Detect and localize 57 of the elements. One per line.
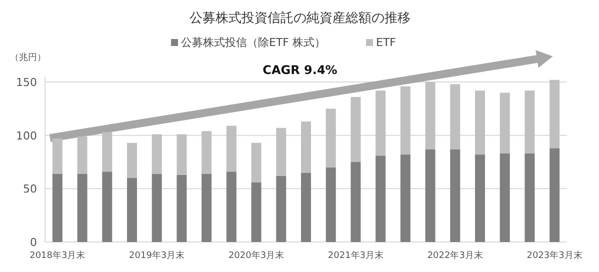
legend-label: 公募株式投信（除ETF 株式）: [181, 36, 326, 49]
x-tick-label: 2019年3月末: [129, 250, 185, 261]
bar: [176, 134, 187, 175]
bar: [450, 84, 460, 150]
bar: [400, 86, 410, 155]
annotation: CAGR 9.4%: [262, 63, 338, 77]
bar: [301, 172, 311, 242]
bar: [550, 148, 560, 242]
bar: [251, 182, 262, 242]
bar: [77, 136, 88, 174]
bar: [152, 174, 162, 242]
bar: [301, 121, 311, 173]
y-tick-label: 100: [16, 129, 37, 142]
bar: [350, 96, 361, 162]
bar: [350, 162, 361, 242]
bar: [500, 153, 510, 242]
x-tick-label: 2022年3月末: [427, 250, 483, 261]
bar: [376, 90, 386, 156]
bar: [52, 174, 62, 242]
bar: [276, 128, 286, 176]
bar: [226, 126, 236, 172]
bar: [550, 80, 560, 148]
legend-label: ETF: [376, 36, 396, 49]
bar: [400, 154, 410, 242]
bar: [226, 172, 236, 242]
bar: [251, 142, 262, 182]
bar: [52, 138, 62, 174]
x-tick-label: 2018年3月末: [30, 250, 86, 261]
chart-title: 公募株式投資信託の純資産総額の推移: [190, 10, 410, 26]
bar: [276, 176, 286, 242]
bar: [102, 172, 112, 242]
bar: [475, 154, 485, 242]
bar: [425, 149, 436, 242]
bar: [77, 174, 88, 242]
bar: [202, 174, 212, 242]
bar: [450, 149, 460, 242]
y-tick-label: 0: [30, 236, 37, 249]
bar: [425, 82, 436, 150]
y-tick-label: 50: [23, 182, 37, 196]
bar: [127, 178, 137, 242]
bar: [326, 167, 336, 242]
x-tick-label: 2023年3月末: [526, 250, 582, 261]
y-tick-label: 150: [16, 76, 37, 90]
bar: [524, 153, 535, 242]
bar: [127, 142, 137, 178]
bar: [202, 131, 212, 174]
x-tick-label: 2020年3月末: [228, 250, 284, 261]
x-tick-label: 2021年3月末: [328, 250, 384, 261]
y-axis-title: （兆円）: [10, 52, 46, 63]
bar: [524, 90, 535, 154]
bar: [376, 156, 386, 242]
bar: [326, 108, 336, 168]
bar: [176, 174, 187, 242]
bar: [102, 132, 112, 172]
bar: [152, 134, 162, 174]
bar: [475, 90, 485, 155]
bar: [500, 92, 510, 154]
